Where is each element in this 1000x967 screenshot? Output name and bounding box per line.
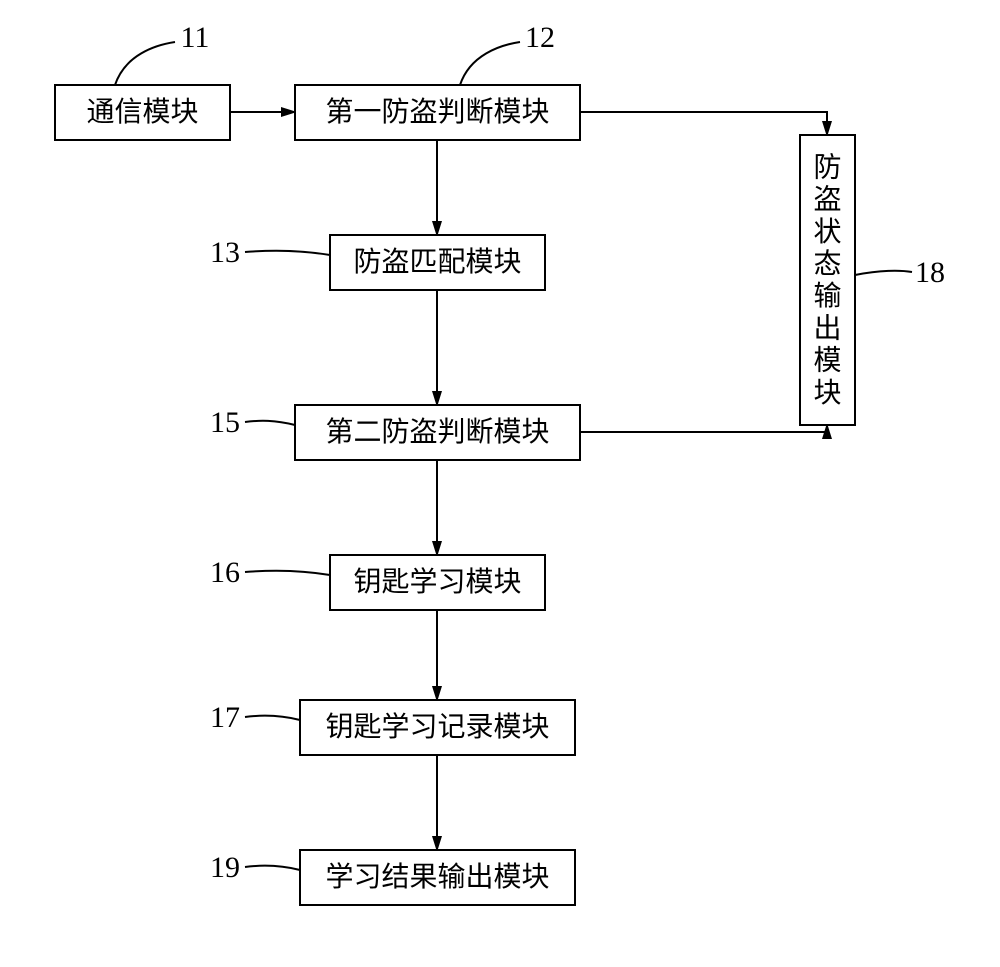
callout-n15: 15 — [210, 406, 295, 439]
callout-n12: 12 — [460, 21, 555, 85]
node-label: 模 — [813, 345, 841, 377]
callout-n17: 17 — [210, 701, 300, 734]
node-n13: 防盗匹配模块 — [330, 235, 545, 290]
node-label: 钥匙学习记录模块 — [325, 711, 549, 743]
node-label: 块 — [813, 378, 841, 409]
callout-number: 15 — [210, 406, 240, 439]
node-n17: 钥匙学习记录模块 — [300, 700, 575, 755]
callout-number: 19 — [210, 851, 240, 884]
callout-number: 12 — [525, 21, 555, 54]
node-n19: 学习结果输出模块 — [300, 850, 575, 905]
node-label: 态 — [813, 248, 841, 280]
callout-number: 18 — [915, 256, 945, 289]
node-label: 第二防盗判断模块 — [325, 416, 549, 448]
node-n12: 第一防盗判断模块 — [295, 85, 580, 140]
callout-n13: 13 — [210, 236, 330, 269]
callout-number: 16 — [210, 556, 240, 589]
node-n18: 防盗状态输出模块 — [800, 135, 855, 425]
node-label: 状 — [813, 216, 841, 248]
callout-number: 13 — [210, 236, 240, 269]
callout-n19: 19 — [210, 851, 300, 884]
node-label: 学习结果输出模块 — [325, 861, 549, 893]
flowchart-canvas: 通信模块 第一防盗判断模块防盗匹配模块第二防盗判断模块钥匙学习模块钥匙学习记录模块… — [0, 0, 1000, 967]
callout-n18: 18 — [855, 256, 945, 289]
node-label: 出 — [813, 312, 841, 344]
node-label: 防 — [813, 151, 841, 183]
node-label: 通信模块 — [86, 96, 198, 128]
node-label: 钥匙学习模块 — [353, 566, 521, 598]
callout-n11: 11 — [115, 21, 209, 85]
node-label: 防盗匹配模块 — [353, 246, 521, 278]
callout-number: 17 — [210, 701, 240, 734]
edge-n12-n18 — [580, 112, 827, 135]
callout-number: 11 — [181, 21, 210, 54]
node-label: 盗 — [813, 184, 841, 216]
callout-n16: 16 — [210, 556, 330, 589]
edge-n15-n18 — [580, 425, 827, 432]
node-n11: 通信模块 — [55, 85, 230, 140]
node-label: 第一防盗判断模块 — [325, 96, 549, 128]
node-label: 输 — [813, 280, 841, 312]
node-n15: 第二防盗判断模块 — [295, 405, 580, 460]
node-n16: 钥匙学习模块 — [330, 555, 545, 610]
